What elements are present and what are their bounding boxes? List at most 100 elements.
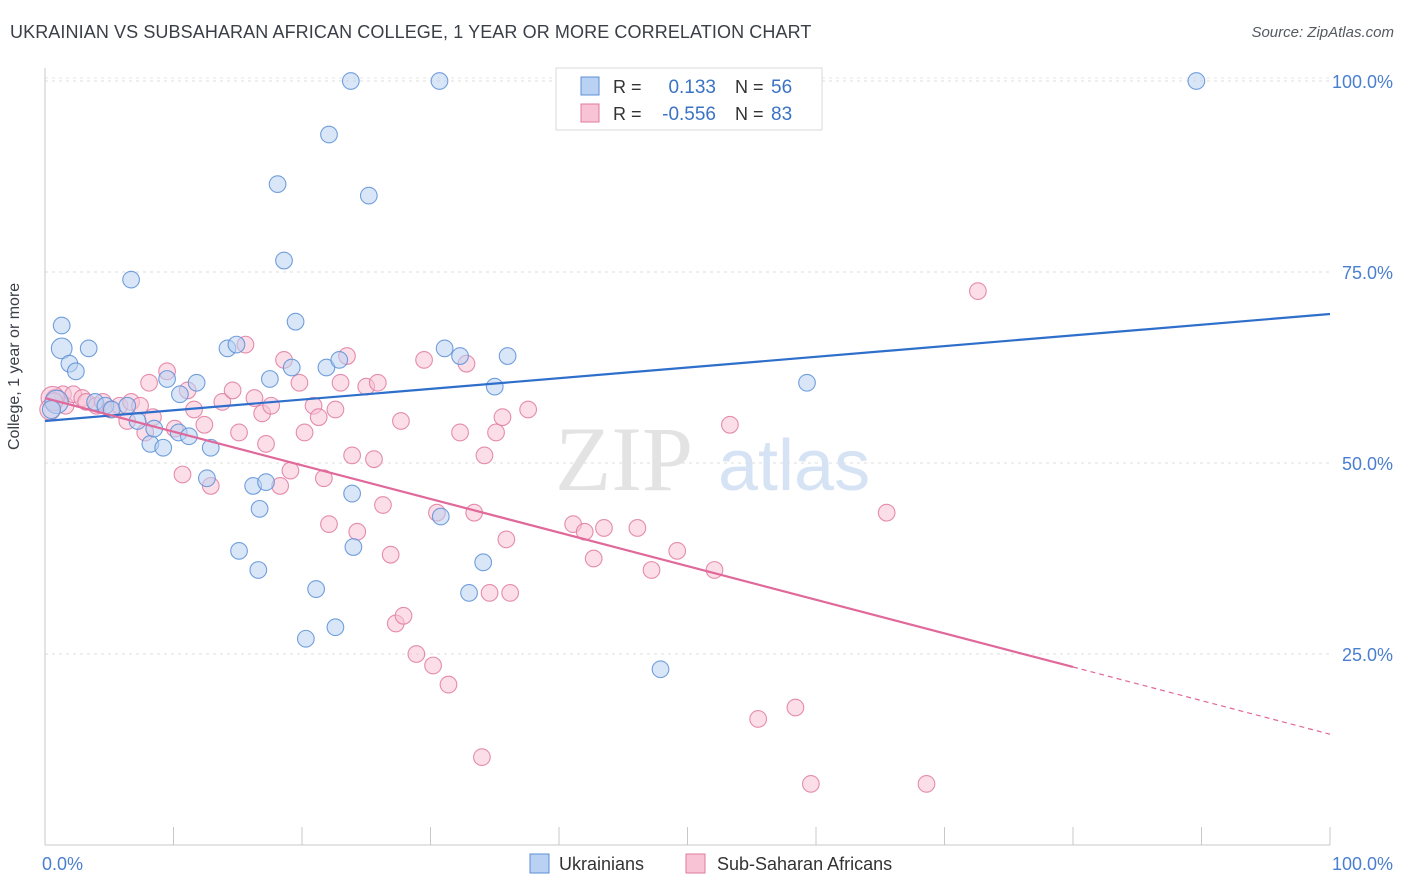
subsaharan-point [969,282,987,300]
subsaharan-point [801,774,820,793]
ukrainians-point [227,335,246,354]
subsaharan-point [195,415,214,434]
legend-r-label: R = [613,77,642,97]
legend-label-ukrainians: Ukrainians [559,854,644,874]
ukrainians-point [651,660,670,679]
subsaharan-point [295,423,314,442]
ukrainians-point [249,561,268,579]
legend-n-value: 83 [771,104,792,125]
y-tick-label: 50.0% [1342,454,1393,474]
ukrainians-point [268,175,287,194]
y-tick-labels: 25.0% 50.0% 75.0% 100.0% [1332,72,1393,665]
subsaharan-point [584,549,603,568]
ukrainians-point [341,72,360,90]
subsaharan-point [668,541,687,560]
ukrainians-point [485,377,504,396]
ukrainians-point [230,541,248,560]
ukrainians-point [66,362,85,381]
ukrainians-point [474,553,493,572]
series-ukrainians-points [41,72,1206,679]
y-tick-label: 100.0% [1332,72,1393,92]
ukrainians-point [198,469,216,488]
axes [44,68,1331,846]
trend-line-subsaharan-extrapolated [1072,666,1331,735]
subsaharan-point [595,519,613,537]
ukrainians-point [275,251,293,270]
subsaharan-point [749,710,768,728]
subsaharan-point [343,446,361,465]
subsaharan-point [519,400,538,419]
subsaharan-point [501,583,520,602]
subsaharan-point [394,606,413,625]
subsaharan-point [223,381,242,400]
legend-n-value: 56 [771,77,792,98]
subsaharan-point [473,748,491,767]
subsaharan-point [917,774,936,793]
subsaharan-point [290,373,309,392]
x-tick-label: 0.0% [42,854,83,874]
trend-lines [44,312,1331,735]
subsaharan-point [424,656,442,675]
subsaharan-point [381,545,400,564]
ukrainians-point [260,370,279,388]
ukrainians-point [52,316,71,335]
legend-n-label: N = [735,104,764,124]
series-legend: Ukrainians Sub-Saharan Africans [529,853,892,874]
subsaharan-point [480,583,499,602]
ukrainians-point [257,473,275,491]
ukrainians-point [435,339,454,358]
ukrainians-point [282,358,301,377]
subsaharan-point [721,415,739,434]
subsaharan-point [368,373,387,392]
subsaharan-point [497,530,516,549]
legend-swatch-ukrainians [580,76,600,96]
ukrainians-point [250,499,269,518]
ukrainians-point [296,629,315,648]
ukrainians-point [498,347,517,365]
subsaharan-point [320,515,338,534]
ukrainians-point [187,373,206,392]
ukrainians-point [50,337,73,360]
ukrainians-point [344,538,363,556]
subsaharan-point [262,396,281,415]
subsaharan-point [415,350,433,369]
subsaharan-point [642,561,661,579]
subsaharan-point [326,400,345,419]
subsaharan-point [257,435,275,453]
subsaharan-point [407,645,426,663]
y-tick-label: 25.0% [1342,645,1393,665]
subsaharan-point [487,423,505,442]
y-tick-label: 75.0% [1342,263,1393,283]
ukrainians-point [343,484,361,503]
subsaharan-point [230,423,248,442]
ukrainians-point [122,270,140,289]
subsaharan-point [331,373,350,392]
ukrainians-point [326,618,345,637]
ukrainians-point [307,580,326,598]
subsaharan-point [493,408,512,427]
x-tick-label: 100.0% [1332,854,1393,874]
ukrainians-point [1187,72,1206,90]
subsaharan-point [877,503,896,522]
legend-swatch-ukrainians [529,853,550,874]
ukrainians-point [154,438,173,457]
legend-n-label: N = [735,77,764,97]
legend-swatch-subsaharan [685,853,706,874]
subsaharan-point [451,423,469,442]
ukrainians-point [118,396,137,415]
correlation-legend: R = 0.133 N = 56 R = -0.556 N = 83 [555,67,823,131]
ukrainians-point [158,370,176,388]
ukrainians-point [171,385,189,404]
ukrainians-point [460,583,478,602]
ukrainians-point [430,72,449,90]
ukrainians-point [359,186,378,205]
subsaharan-point [309,408,328,427]
subsaharan-point [173,465,192,484]
ukrainians-point [41,399,61,420]
legend-box [555,67,823,131]
subsaharan-point [786,698,805,717]
trend-line-ukrainians [44,312,1331,423]
subsaharan-point [374,496,392,514]
subsaharan-point [628,519,647,537]
legend-r-value: -0.556 [662,104,716,125]
